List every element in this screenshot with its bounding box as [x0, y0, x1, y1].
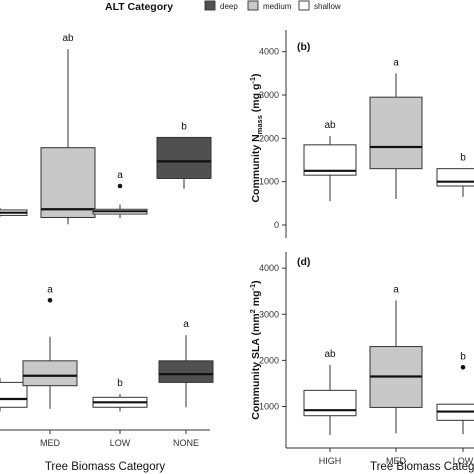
box-a-low-letter: a [117, 170, 123, 181]
panel-d-x-axis-title: Tree Biomass Catego [370, 461, 474, 473]
panel-d-y-ticks: 1000 2000 3000 4000 [259, 263, 286, 411]
legend-label-deep: deep [220, 2, 238, 11]
panel-d-ytick-label-0: 1000 [259, 401, 279, 411]
legend-swatch-deep [204, 0, 216, 11]
panel-b-ylabel-sub: mass [255, 115, 264, 134]
box-a-med [40, 147, 96, 218]
box-c-med [22, 360, 78, 387]
panel-b-ytick-label-3: 3000 [259, 90, 279, 100]
panel-d-xtick-label-1: MED [386, 456, 407, 466]
panel-c: a b a MED LOW NONE Tree Biomass Category [0, 284, 214, 473]
panel-c-x-axis-title: Tree Biomass Category [45, 461, 166, 473]
panel-d-y-axis-title: Community SLA (mm2 mg-1) [248, 280, 262, 419]
panel-c-xtick-label-1: LOW [110, 438, 131, 448]
box-c-med-letter: a [47, 284, 53, 295]
panel-d-ylabel-main: Community SLA [250, 338, 262, 420]
legend-item-medium: medium [247, 0, 292, 11]
legend-item-deep: deep [204, 0, 238, 11]
box-c-high [0, 381, 28, 408]
panel-d-ylabel-sup: 2 [248, 309, 257, 313]
panel-b-ytick-label-4: 4000 [259, 47, 279, 57]
box-d-low-letter: b [460, 351, 466, 362]
box-a-low-outlier-0 [117, 183, 123, 189]
panel-c-x-ticks: MED LOW NONE [40, 430, 199, 448]
panel-b-y-ticks: 0 1000 2000 3000 4000 [259, 47, 286, 230]
panel-d-xtick-label-0: HIGH [319, 456, 342, 466]
legend-label-shallow: shallow [314, 2, 341, 11]
panel-b-label: (b) [297, 41, 310, 53]
box-c-med-outlier-0 [47, 297, 53, 303]
panel-d-ylabel-unit-mid: mg [250, 290, 262, 309]
box-b-med-letter: a [393, 57, 399, 68]
panel-b-ytick-label-0: 0 [274, 220, 279, 230]
box-a-none-letter: b [181, 121, 187, 132]
panel-d-ylabel-unit-open: (mm [250, 313, 262, 338]
panel-d-ytick-label-3: 4000 [259, 263, 279, 273]
panel-d-ytick-label-2: 3000 [259, 309, 279, 319]
box-a-med-letter: ab [62, 33, 74, 44]
panel-b-ytick-label-2: 2000 [259, 133, 279, 143]
panel-d-ytick-label-1: 2000 [259, 355, 279, 365]
panel-d-xtick-label-2: LOW [453, 456, 474, 466]
panel-b-ylabel-main: Community N [250, 134, 262, 202]
box-b-med [369, 96, 423, 170]
panel-b: 0 1000 2000 3000 4000 (b) Community Nmass (m… [248, 30, 474, 238]
box-d-high-letter: ab [324, 349, 336, 360]
box-b-low [436, 168, 474, 187]
legend-label-medium: medium [263, 2, 292, 11]
panel-d-ylabel-unit-close: ) [250, 280, 262, 284]
panel-c-xtick-label-0: MED [40, 438, 61, 448]
panel-b-ylabel-unit-close: ) [250, 73, 262, 77]
box-d-high [303, 389, 357, 417]
panel-c-xtick-label-2: NONE [173, 438, 199, 448]
box-c-low-letter: b [117, 378, 123, 389]
panel-d-x-ticks: HIGH MED LOW [319, 448, 474, 466]
box-d-low-outlier-0 [460, 364, 466, 370]
panel-d-label: (d) [297, 256, 310, 268]
panel-b-ylabel-unit-open: (mg g [250, 84, 262, 116]
box-c-none [158, 360, 214, 383]
legend-swatch-medium [247, 0, 259, 11]
box-b-low-letter: b [460, 153, 466, 164]
legend-swatch-shallow [298, 0, 310, 11]
panel-b-ytick-label-1: 1000 [259, 177, 279, 187]
legend-item-shallow: shallow [298, 0, 341, 11]
panel-b-ylabel-sup: -1 [248, 77, 257, 84]
legend: ALT Category deep medium shallow [105, 0, 341, 13]
box-a-none [156, 136, 212, 179]
box-c-none-letter: a [183, 319, 189, 330]
box-d-med-letter: a [393, 284, 399, 295]
panel-d: 1000 2000 3000 4000 HIGH MED LOW (d) Communit… [248, 252, 474, 473]
panel-c-boxes: a b a [0, 284, 214, 412]
panel-d-ylabel-sup2: -1 [248, 284, 257, 291]
box-b-high-letter: ab [324, 120, 336, 131]
legend-title: ALT Category [105, 1, 173, 13]
panel-b-y-axis-title: Community Nmass (mg g-1) [248, 73, 264, 202]
